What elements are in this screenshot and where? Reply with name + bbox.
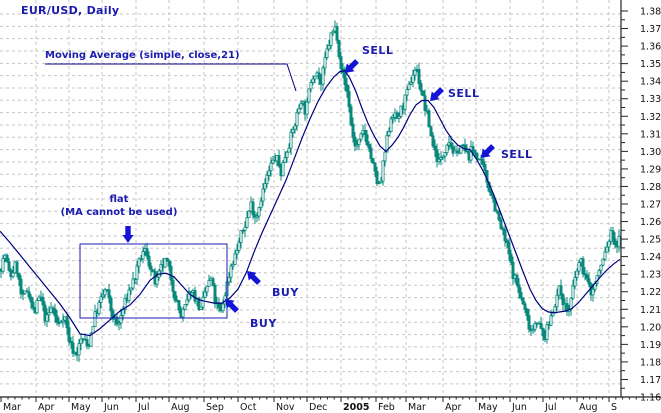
- sell-arrow-icon[interactable]: [341, 57, 361, 77]
- buy-arrow-icon[interactable]: [221, 295, 241, 315]
- y-axis-label: 1.34: [640, 77, 661, 88]
- x-axis-label: Mar: [408, 402, 426, 413]
- x-axis-label: May: [71, 402, 91, 413]
- y-axis-label: 1.27: [640, 200, 661, 211]
- x-axis-label: May: [478, 402, 498, 413]
- y-axis-label: 1.21: [640, 305, 661, 316]
- y-axis[interactable]: 1.38 1.37 1.36 1.35 1.34 1.33 1.32 1.31 1.30 1.29…: [620, 0, 661, 404]
- sell-label[interactable]: SELL: [448, 87, 479, 100]
- buy-annotation[interactable]: BUY: [243, 267, 299, 299]
- buy-label[interactable]: BUY: [272, 286, 299, 299]
- y-axis-label: 1.23: [640, 270, 661, 281]
- y-axis-label: 1.16: [640, 393, 661, 404]
- sell-annotation[interactable]: SELL: [426, 85, 479, 105]
- y-axis-label: 1.31: [640, 129, 661, 140]
- chart-title: EUR/USD, Daily: [21, 4, 120, 17]
- sell-annotation[interactable]: SELL: [341, 44, 393, 77]
- y-axis-label: 1.29: [640, 164, 661, 175]
- x-axis-label: Sep: [206, 402, 224, 413]
- y-axis-label: 1.19: [640, 340, 661, 351]
- x-axis-label: Dec: [309, 402, 327, 413]
- moving-average-line: [0, 70, 621, 337]
- y-axis-label: 1.28: [640, 182, 661, 193]
- y-axis-label: 1.32: [640, 112, 661, 123]
- x-axis-label: Apr: [445, 402, 462, 413]
- x-axis-label: Apr: [38, 402, 55, 413]
- y-axis-label: 1.26: [640, 217, 661, 228]
- y-axis-label: 1.24: [640, 252, 661, 263]
- x-axis-label: Nov: [276, 402, 295, 413]
- sell-arrow-icon[interactable]: [477, 142, 497, 162]
- y-axis-label: 1.22: [640, 287, 661, 298]
- x-axis-label: Aug: [171, 402, 190, 413]
- y-axis-label: 1.36: [640, 42, 661, 53]
- y-axis-label: 1.35: [640, 59, 661, 70]
- sell-label[interactable]: SELL: [501, 148, 532, 161]
- annotations[interactable]: Moving Average (simple, close,21) flat (MA…: [45, 44, 532, 330]
- x-axis-label: Oct: [240, 402, 257, 413]
- sell-arrow-icon[interactable]: [426, 85, 446, 105]
- sell-annotation[interactable]: SELL: [477, 142, 532, 162]
- sell-label[interactable]: SELL: [362, 44, 393, 57]
- y-axis-label: 1.30: [640, 147, 661, 158]
- y-axis-label: 1.25: [640, 235, 661, 246]
- buy-arrow-icon[interactable]: [243, 267, 263, 287]
- buy-label[interactable]: BUY: [250, 317, 277, 330]
- x-axis-label: Mar: [3, 402, 21, 413]
- x-axis-label: 2005: [343, 402, 369, 413]
- x-axis-label: Feb: [378, 402, 395, 413]
- x-axis-label: Jun: [103, 402, 119, 413]
- buy-annotation[interactable]: BUY: [221, 295, 277, 330]
- flat-range-box[interactable]: [79, 243, 228, 319]
- gridlines: [0, 0, 621, 397]
- y-axis-label: 1.38: [640, 7, 661, 18]
- x-axis-label: Jul: [544, 402, 556, 413]
- y-axis-label: 1.33: [640, 94, 661, 105]
- x-axis[interactable]: Mar Apr May Jun Jul Aug Sep Oct Nov Dec 2005 Feb Mar…: [0, 396, 661, 413]
- x-axis-label: S: [611, 402, 617, 413]
- x-axis-label: Jun: [511, 402, 527, 413]
- y-axis-label: 1.17: [640, 375, 661, 386]
- y-axis-label: 1.18: [640, 357, 661, 368]
- ma-indicator-label[interactable]: Moving Average (simple, close,21): [45, 50, 240, 61]
- y-axis-label: 1.37: [640, 24, 661, 35]
- flat-down-arrow-icon[interactable]: [122, 226, 134, 243]
- x-axis-label: Jul: [137, 402, 149, 413]
- flat-label[interactable]: flat: [110, 194, 129, 205]
- flat-label-note[interactable]: (MA cannot be used): [61, 207, 178, 218]
- ma-callout-line[interactable]: [45, 63, 297, 92]
- y-axis-label: 1.20: [640, 322, 661, 333]
- candlestick-series: [0, 20, 621, 362]
- x-axis-label: Aug: [579, 402, 598, 413]
